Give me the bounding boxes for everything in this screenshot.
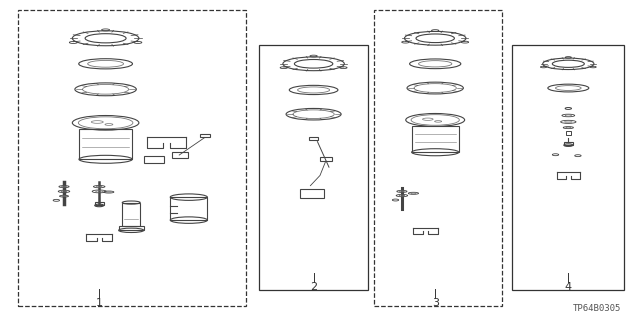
- Text: 4: 4: [564, 282, 572, 292]
- Text: 2: 2: [310, 282, 317, 292]
- Bar: [374, 10, 502, 306]
- Text: TP64B0305: TP64B0305: [572, 304, 621, 313]
- Bar: [566, 131, 571, 135]
- Bar: [200, 134, 210, 137]
- Bar: [412, 126, 459, 152]
- Bar: [95, 202, 104, 205]
- Bar: [300, 189, 324, 198]
- Bar: [144, 156, 164, 163]
- Bar: [172, 152, 188, 158]
- Bar: [564, 142, 573, 145]
- Bar: [259, 45, 368, 290]
- Bar: [18, 10, 246, 306]
- Text: 3: 3: [432, 298, 438, 308]
- Bar: [122, 203, 140, 226]
- Bar: [320, 157, 332, 161]
- Bar: [170, 197, 207, 220]
- Bar: [118, 226, 144, 230]
- Bar: [79, 130, 132, 159]
- Bar: [309, 137, 318, 140]
- Bar: [512, 45, 624, 290]
- Text: 1: 1: [96, 298, 102, 308]
